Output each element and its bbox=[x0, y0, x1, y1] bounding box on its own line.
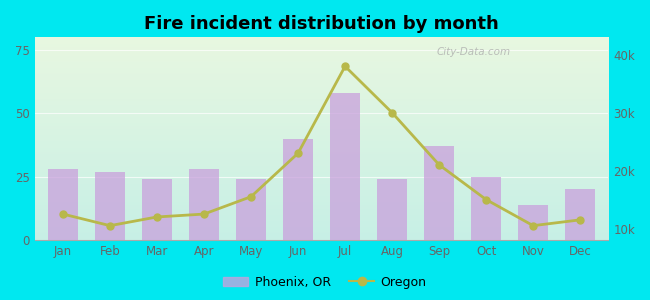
Bar bbox=[377, 179, 408, 240]
Bar bbox=[283, 139, 313, 240]
Legend: Phoenix, OR, Oregon: Phoenix, OR, Oregon bbox=[218, 271, 432, 294]
Bar bbox=[471, 177, 501, 240]
Bar bbox=[236, 179, 266, 240]
Bar bbox=[142, 179, 172, 240]
Title: Fire incident distribution by month: Fire incident distribution by month bbox=[144, 15, 499, 33]
Bar bbox=[188, 169, 219, 240]
Bar bbox=[47, 169, 78, 240]
Bar bbox=[95, 172, 125, 240]
Bar bbox=[424, 146, 454, 240]
Bar bbox=[330, 93, 360, 240]
Bar bbox=[565, 189, 595, 240]
Bar bbox=[518, 205, 549, 240]
Text: City-Data.com: City-Data.com bbox=[436, 47, 510, 58]
